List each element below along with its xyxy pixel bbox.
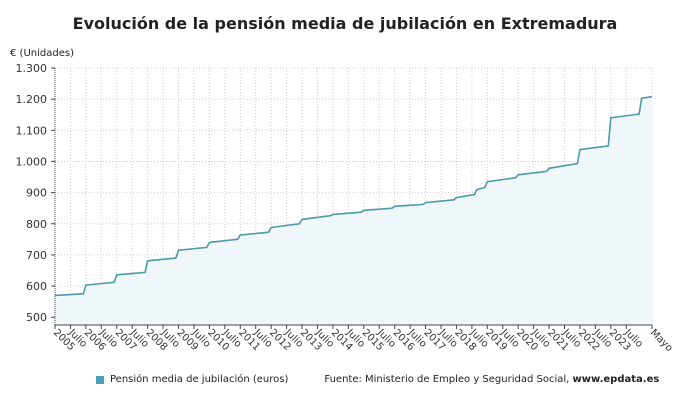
y-tick-label: 1.000 (16, 155, 48, 168)
y-tick-label: 600 (26, 280, 47, 293)
source-text: Fuente: Ministerio de Empleo y Seguridad… (324, 374, 659, 385)
y-tick-label: 1.200 (16, 93, 48, 106)
x-tick-label: Mayo (648, 327, 675, 354)
source-link[interactable]: www.epdata.es (572, 374, 660, 385)
y-axis-label: € (Unidades) (10, 48, 74, 59)
series-line (54, 95, 653, 297)
y-tick-label: 500 (26, 311, 47, 324)
chart-title: Evolución de la pensión media de jubilac… (72, 14, 618, 33)
legend-label: Pensión media de jubilación (euros) (110, 374, 289, 385)
series-area (55, 96, 652, 325)
source-prefix: Fuente: Ministerio de Empleo y Seguridad… (324, 374, 573, 385)
y-tick-label: 700 (26, 249, 47, 262)
legend: Pensión media de jubilación (euros) Fuen… (96, 374, 659, 385)
y-tick-label: 800 (26, 218, 47, 231)
y-tick-label: 1.300 (16, 62, 48, 75)
legend-swatch (96, 375, 104, 384)
y-tick-label: 900 (26, 187, 47, 200)
y-tick-label: 1.100 (16, 124, 48, 137)
